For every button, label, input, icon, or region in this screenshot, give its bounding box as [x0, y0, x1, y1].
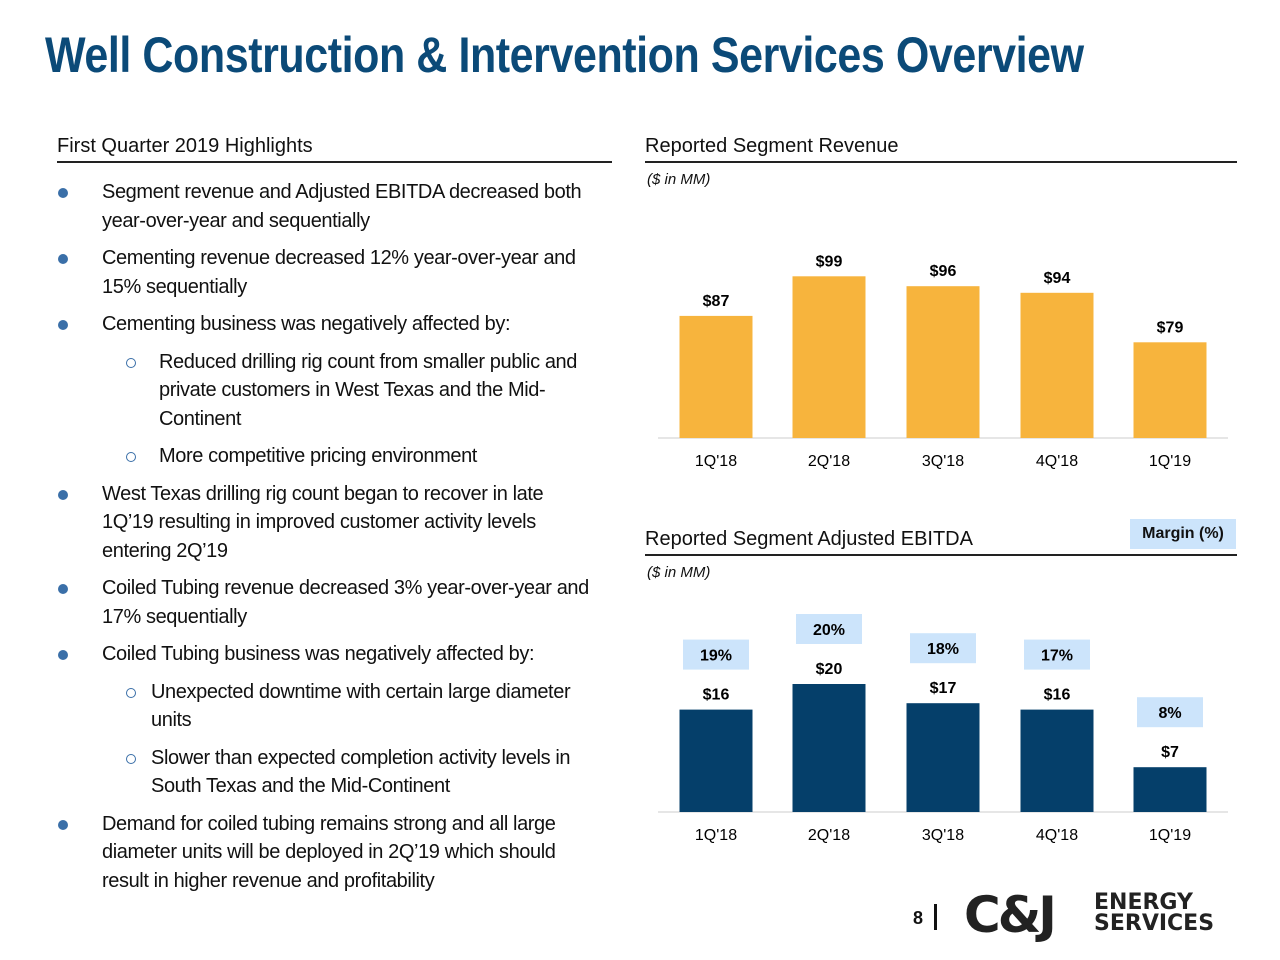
data-label: $16: [1044, 687, 1071, 704]
sub-bullet-item: Slower than expected completion activity…: [58, 744, 618, 801]
sub-bullet-item: Reduced drilling rig count from smaller …: [58, 348, 618, 434]
logo-line1: ENERGY: [1094, 890, 1193, 915]
bullet-text: Demand for coiled tubing remains strong …: [102, 812, 556, 892]
margin-box: [683, 639, 749, 670]
bar: [906, 703, 980, 812]
highlights-heading: First Quarter 2019 Highlights: [57, 135, 612, 163]
data-label: $7: [1161, 744, 1179, 761]
x-tick-label: 1Q'19: [1149, 453, 1191, 470]
bar: [1020, 709, 1094, 812]
bullet-item: Demand for coiled tubing remains strong …: [58, 810, 618, 896]
x-tick-label: 1Q'18: [695, 453, 737, 470]
bullet-icon: [58, 584, 68, 594]
margin-label: 20%: [813, 622, 845, 639]
page-number: 8: [913, 908, 924, 928]
bullet-text: Coiled Tubing business was negatively af…: [102, 643, 535, 665]
bar: [906, 286, 980, 438]
revenue-chart-title: Reported Segment Revenue: [645, 135, 1237, 163]
x-tick-label: 4Q'18: [1036, 453, 1078, 470]
sub-bullet-item: More competitive pricing environment: [58, 442, 618, 471]
data-label: $20: [816, 661, 843, 678]
bullet-item: Coiled Tubing revenue decreased 3% year-…: [58, 574, 618, 631]
bullet-icon: [126, 357, 136, 368]
ebitda-chart: $16 1Q'18 19% $20 2Q'18 20% $17 3Q'18 18% $16 4Q'1…: [658, 614, 1228, 844]
sub-bullet-item: Unexpected downtime with certain large d…: [58, 678, 618, 735]
ebitda-chart-title: Reported Segment Adjusted EBITDA: [645, 528, 1237, 556]
bullet-icon: [58, 489, 68, 500]
margin-label: 17%: [1041, 648, 1073, 665]
bar: [1133, 342, 1207, 438]
bullet-text: Unexpected downtime with certain large d…: [151, 680, 571, 732]
bullet-item: Segment revenue and Adjusted EBITDA decr…: [58, 178, 618, 235]
bullet-item: Cementing business was negatively affect…: [58, 310, 618, 339]
bullet-text: Slower than expected completion activity…: [151, 746, 571, 798]
bullet-text: More competitive pricing environment: [159, 445, 477, 467]
bar: [1133, 767, 1207, 812]
margin-label: 19%: [700, 648, 732, 665]
margin-box: [910, 633, 976, 664]
data-label: $17: [930, 680, 957, 697]
margin-label: 18%: [927, 641, 959, 658]
bullet-text: Cementing business was negatively affect…: [102, 313, 511, 335]
data-label: $94: [1044, 270, 1071, 287]
page-title: Well Construction & Intervention Service…: [45, 27, 1084, 83]
x-tick-label: 3Q'18: [922, 453, 964, 470]
bar: [679, 709, 753, 812]
bullet-icon: [126, 687, 136, 698]
data-label: $16: [703, 687, 730, 704]
bullet-icon: [126, 452, 136, 462]
x-tick-label: 4Q'18: [1036, 827, 1078, 844]
revenue-unit: ($ in MM): [647, 171, 711, 188]
x-tick-label: 1Q'18: [695, 827, 737, 844]
bar: [792, 276, 866, 438]
bullet-text: West Texas drilling rig count began to r…: [102, 482, 544, 562]
bullet-item: West Texas drilling rig count began to r…: [58, 480, 618, 566]
bullet-text: Reduced drilling rig count from smaller …: [159, 350, 577, 430]
logo-mark: C&J: [964, 886, 1057, 944]
x-tick-label: 1Q'19: [1149, 827, 1191, 844]
bullet-icon: [58, 254, 68, 264]
bullet-text: Segment revenue and Adjusted EBITDA decr…: [102, 181, 582, 232]
bullet-icon: [58, 819, 68, 830]
margin-box: [1024, 639, 1090, 670]
margin-box: [1137, 697, 1203, 728]
bullet-icon: [58, 320, 68, 330]
logo-line2: SERVICES: [1094, 911, 1215, 936]
bullet-text: Cementing revenue decreased 12% year-ove…: [102, 247, 576, 298]
bullet-icon: [58, 650, 68, 660]
bullet-icon: [58, 188, 68, 198]
revenue-chart: $87 1Q'18 $99 2Q'18 $96 3Q'18 $94 4Q'18 $79 1Q'19: [658, 253, 1228, 470]
bar: [679, 315, 753, 438]
x-tick-label: 3Q'18: [922, 827, 964, 844]
bullet-icon: [126, 753, 136, 764]
bullet-text: Coiled Tubing revenue decreased 3% year-…: [102, 577, 589, 628]
bar: [792, 684, 866, 812]
data-label: $99: [816, 253, 843, 270]
data-label: $96: [930, 263, 957, 280]
bullet-item: Cementing revenue decreased 12% year-ove…: [58, 244, 618, 301]
margin-box: [796, 614, 862, 644]
margin-label: 8%: [1158, 705, 1181, 722]
data-label: $79: [1157, 319, 1184, 336]
logo-wordmark: ENERGY SERVICES: [1094, 890, 1215, 936]
x-tick-label: 2Q'18: [808, 827, 850, 844]
ebitda-unit: ($ in MM): [647, 564, 711, 581]
highlights-list: Segment revenue and Adjusted EBITDA decr…: [58, 178, 618, 904]
x-tick-label: 2Q'18: [808, 453, 850, 470]
data-label: $87: [703, 293, 730, 310]
bar: [1020, 292, 1094, 438]
bullet-item: Coiled Tubing business was negatively af…: [58, 640, 618, 669]
margin-legend: Margin (%): [1130, 519, 1236, 549]
divider: [934, 904, 937, 930]
